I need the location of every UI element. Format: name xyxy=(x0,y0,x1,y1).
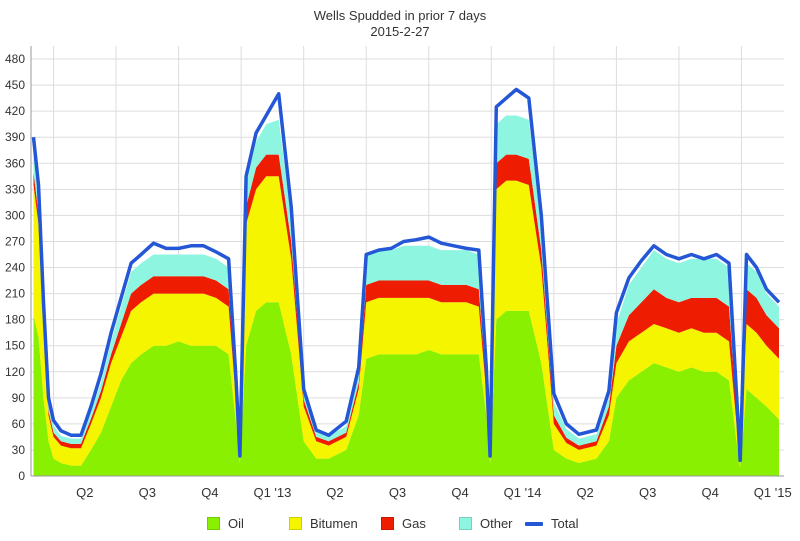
y-tick-label-7: 210 xyxy=(5,287,25,301)
y-tick-label-15: 450 xyxy=(5,78,25,92)
legend-item-gas: Gas xyxy=(381,516,426,531)
y-tick-label-9: 270 xyxy=(5,234,25,248)
legend-item-oil: Oil xyxy=(207,516,244,531)
x-tick-label-3: Q1 '13 xyxy=(253,485,291,500)
area-oil xyxy=(33,302,779,476)
y-tick-label-6: 180 xyxy=(5,313,25,327)
x-tick-label-4: Q2 xyxy=(326,485,343,500)
legend-label-oil: Oil xyxy=(228,516,244,531)
x-tick-label-2: Q4 xyxy=(201,485,218,500)
total-line-layer xyxy=(31,87,781,463)
y-tick-label-5: 150 xyxy=(5,339,25,353)
y-tick-label-3: 90 xyxy=(12,391,26,405)
legend-swatch-bitumen xyxy=(289,517,302,530)
legend: Oil Bitumen Gas Other Total xyxy=(0,516,800,538)
x-tick-label-5: Q3 xyxy=(389,485,406,500)
x-tick-label-8: Q2 xyxy=(576,485,593,500)
axes: 0 30 60 90 120 150 180 210 240 270 300 330 360 390 420… xyxy=(5,46,792,500)
area-other xyxy=(33,115,779,465)
chart-title: Wells Spudded in prior 7 days xyxy=(313,8,487,23)
legend-label-other: Other xyxy=(480,516,513,531)
y-tick-label-8: 240 xyxy=(5,261,25,275)
y-tick-label-1: 30 xyxy=(12,443,26,457)
y-tick-label-13: 390 xyxy=(5,130,25,144)
x-tick-label-0: Q2 xyxy=(76,485,93,500)
x-tick-label-9: Q3 xyxy=(639,485,656,500)
legend-swatch-total xyxy=(525,521,543,526)
x-tick-label-6: Q4 xyxy=(451,485,468,500)
legend-swatch-other xyxy=(459,517,472,530)
y-tick-label-2: 60 xyxy=(12,417,26,431)
x-tick-label-1: Q3 xyxy=(139,485,156,500)
legend-swatch-gas xyxy=(381,517,394,530)
legend-item-other: Other xyxy=(459,516,513,531)
x-tick-label-10: Q4 xyxy=(702,485,719,500)
y-tick-label-16: 480 xyxy=(5,52,25,66)
x-tick-label-11: Q1 '15 xyxy=(754,485,792,500)
legend-label-bitumen: Bitumen xyxy=(310,516,358,531)
legend-label-gas: Gas xyxy=(402,516,426,531)
y-tick-label-4: 120 xyxy=(5,365,25,379)
legend-swatch-oil xyxy=(207,517,220,530)
legend-item-bitumen: Bitumen xyxy=(289,516,358,531)
legend-label-total: Total xyxy=(551,516,579,531)
y-tick-label-14: 420 xyxy=(5,104,25,118)
y-tick-label-10: 300 xyxy=(5,208,25,222)
stacked-areas xyxy=(33,115,779,476)
area-bitumen xyxy=(33,176,779,468)
chart-subtitle: 2015-2-27 xyxy=(370,24,430,39)
y-tick-label-0: 0 xyxy=(18,469,25,483)
line-total xyxy=(31,87,781,463)
y-tick-label-12: 360 xyxy=(5,156,25,170)
x-tick-label-7: Q1 '14 xyxy=(504,485,542,500)
y-tick-label-11: 330 xyxy=(5,182,25,196)
legend-item-total: Total xyxy=(525,516,578,531)
